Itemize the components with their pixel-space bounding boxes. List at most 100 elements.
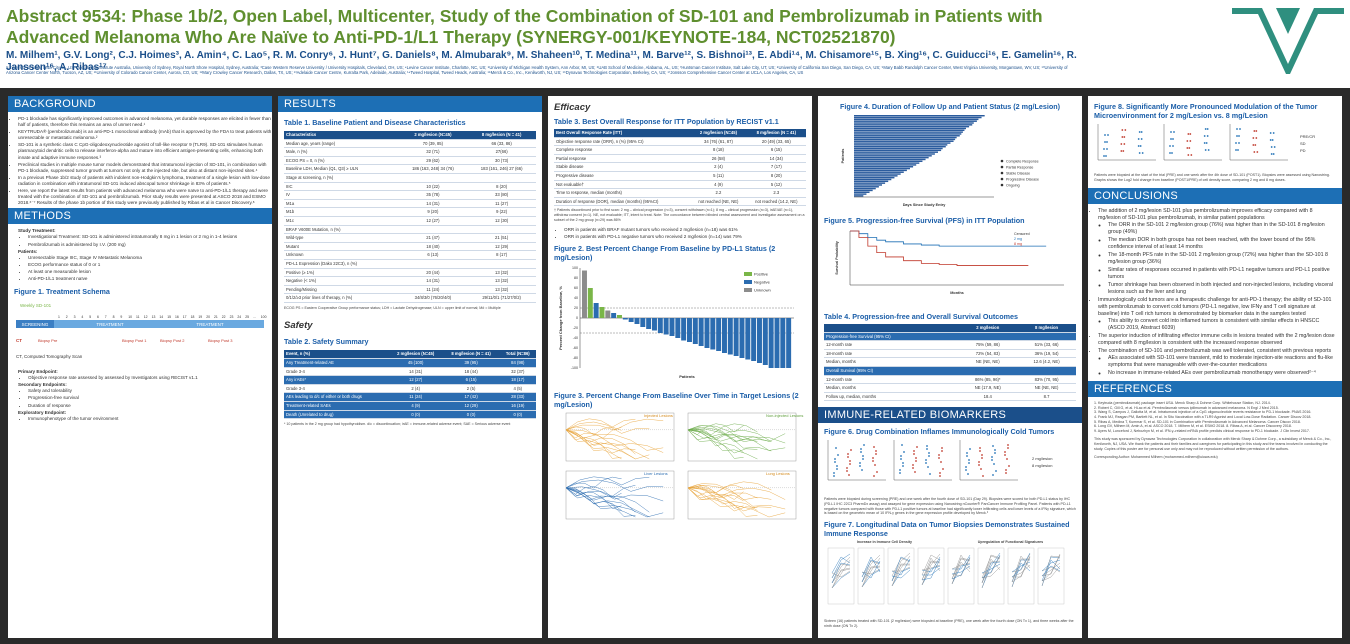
- fig6dots-dot-2-0-1: [968, 462, 970, 465]
- fig4-bar-17: [854, 145, 946, 148]
- figure-3-spider-plots: Injected Lesions Non-injected Lesions Li…: [565, 413, 803, 520]
- fig4-bar-16: [854, 144, 948, 146]
- fig6dots-dot-0-0-7: [834, 458, 836, 461]
- fig3-line-2-6: [565, 476, 650, 489]
- results-heading: RESULTS: [278, 96, 542, 112]
- fig3-line-2-4: [565, 487, 622, 509]
- schema-week-5: 6: [97, 315, 99, 319]
- schema-week-19: 20: [206, 315, 210, 319]
- table-3-cell-7-0: Duration of response (DOR), median (mont…: [554, 197, 691, 207]
- fig6dots-dot-2-1-2: [979, 450, 981, 453]
- fig8dots-dot-2-1-6: [1255, 130, 1258, 132]
- fig3-line-0-3: [565, 419, 664, 431]
- fig7-line-0-4: [831, 560, 851, 589]
- fig2-bar-3: [599, 307, 605, 319]
- table-row: Time to response, median (months) 2.2 2.3: [554, 188, 806, 198]
- fig7-line-4-6: [951, 566, 971, 575]
- fig8dots-dot-0-2-6: [1140, 131, 1143, 133]
- schema-week-8: 9: [120, 315, 122, 319]
- exploratory-endpoint-label: Exploratory Endpoint:: [18, 409, 67, 415]
- fig2-bar-18: [687, 318, 692, 343]
- conclusions-list: The addition of 2 mg/lesion SD-101 plus …: [1088, 208, 1342, 377]
- fig6dots-dot-2-1-4: [980, 468, 982, 471]
- fig4-legend-3: Progressive Disease: [1006, 177, 1039, 181]
- fig8dots-dot-0-0-1: [1106, 148, 1108, 150]
- table-2-cell-3-3: 4 (5): [499, 384, 536, 394]
- table-1-cell-4-0: Stage at screening, n (%): [284, 173, 399, 183]
- table-4-cell-4-2: [1017, 366, 1076, 376]
- fig3-line-2-12: [565, 486, 622, 499]
- orr-bullets: ORR in patients with BRAF mutant tumors …: [554, 227, 806, 240]
- table-1-cell-11-1: 21 (47): [398, 233, 468, 243]
- fig6dots-dot-0-0-1: [836, 468, 838, 471]
- fig6dots-dot-2-2-2: [992, 445, 994, 448]
- fig7-line-7-9: [1041, 566, 1061, 577]
- patients-item-0: Unresectable Stage IIIC, Stage IV Metast…: [28, 255, 266, 261]
- table-2-cell-0-1: 45 (100): [388, 358, 443, 368]
- fig8dots-dot-2-2-5: [1269, 132, 1272, 134]
- schema-week-16: 17: [183, 315, 187, 319]
- fig6dots-dot-1-0-3: [903, 451, 905, 454]
- fig8dots-dot-0-2-2: [1138, 131, 1141, 133]
- table-row: Grade 3-4 14 (31) 18 (44) 32 (37): [284, 367, 536, 377]
- fig2-bar-22: [710, 318, 716, 350]
- table-1-cell-8-0: M1b: [284, 207, 399, 217]
- fig7-line-7-7: [1041, 556, 1061, 587]
- table-row: Positive (≥ 1%) 20 (44) 13 (32): [284, 268, 536, 278]
- fig2-bar-17: [681, 318, 687, 341]
- table-1-header-0: Characteristics: [284, 131, 399, 140]
- fig6dots-dot-1-0-1: [902, 465, 904, 468]
- schema-week-24: 25: [245, 315, 249, 319]
- fig2-bar-5: [611, 313, 617, 319]
- fig3-line-2-0: [565, 477, 622, 489]
- fig7-line-1-9: [861, 560, 881, 583]
- table-4-cell-2-0: 18-month rate: [824, 349, 959, 359]
- fig4-bar-34: [854, 176, 895, 179]
- fig8dots-dot-0-2-5: [1137, 138, 1140, 140]
- schema-week-20: 21: [214, 315, 218, 319]
- fig6dots-dot-2-1-3: [982, 475, 984, 478]
- table-2-note: * 10 patients in the 2 mg group had hypo…: [284, 422, 511, 427]
- schema-week-22: 23: [230, 315, 234, 319]
- table-2-cell-4-0: AEs leading to d/c of either or both dru…: [284, 392, 389, 403]
- table-4-cell-4-0: Overall Survival (95% CI): [824, 366, 959, 376]
- table-1-cell-9-0: M1c: [284, 216, 399, 226]
- table-3-cell-4-0: Progressive disease: [554, 171, 691, 181]
- fig2-legend-swatch-0: [744, 272, 752, 277]
- fig4-bar-4: [854, 122, 974, 124]
- table-1-cell-3-1: 186 (163, 248) 34 (76): [398, 164, 468, 174]
- schema-biopsy-post3: Biopsy Post 3: [208, 338, 233, 343]
- fig6dots-dot-2-0-4: [967, 473, 969, 476]
- table-3-cell-6-0: Time to response, median (months): [554, 188, 691, 198]
- table-2-cell-2-2: 6 (15): [442, 375, 500, 385]
- table-3-cell-0-1: 34 (76) (61, 87): [690, 137, 747, 147]
- table-3-cell-1-0: Complete response: [554, 145, 691, 155]
- fig4-bar-8: [854, 129, 965, 132]
- fig6dots-dot-1-2-2: [926, 448, 928, 451]
- fig4-bar-20: [854, 151, 938, 153]
- fig6dots-dot-2-2-4: [993, 463, 995, 466]
- fig8dots-dot-1-2-7: [1204, 149, 1207, 151]
- fig3-line-3-12: [687, 484, 744, 494]
- fig4-bar-37: [854, 182, 886, 184]
- primary-endpoint-label: Primary Endpoint:: [18, 369, 58, 375]
- fig6dots-dot-0-1-5: [846, 467, 848, 470]
- fig3-line-2-8: [565, 487, 622, 512]
- fig6dots-dot-0-3-2: [873, 446, 875, 449]
- fig7-line-3-3: [921, 557, 941, 573]
- fig6dots-dot-1-1-3: [916, 446, 918, 449]
- fig8dots-dot-1-1-6: [1189, 133, 1192, 135]
- references-heading: REFERENCES: [1088, 381, 1342, 398]
- fig4-legend-1: Partial Response: [1006, 165, 1033, 169]
- study-treatment-list: Investigational Treatment: SD-101 is adm…: [18, 234, 266, 247]
- table-1-cell-13-2: 8 (17): [467, 250, 536, 260]
- fig8dots-dot-1-2-6: [1206, 128, 1209, 130]
- fig7-panel-1: [857, 548, 885, 605]
- table-3-cell-7-2: not reached (14.2, NE): [746, 197, 806, 207]
- fig8dots-dot-0-2-3: [1141, 152, 1144, 154]
- table-2-cell-3-2: 2 (5): [442, 384, 500, 394]
- fig4-bar-10: [854, 133, 962, 135]
- table-row: M1a 14 (31) 11 (27): [284, 199, 536, 209]
- table-1-cell-11-2: 21 (51): [467, 233, 536, 243]
- fig7-panel-2: [887, 548, 915, 605]
